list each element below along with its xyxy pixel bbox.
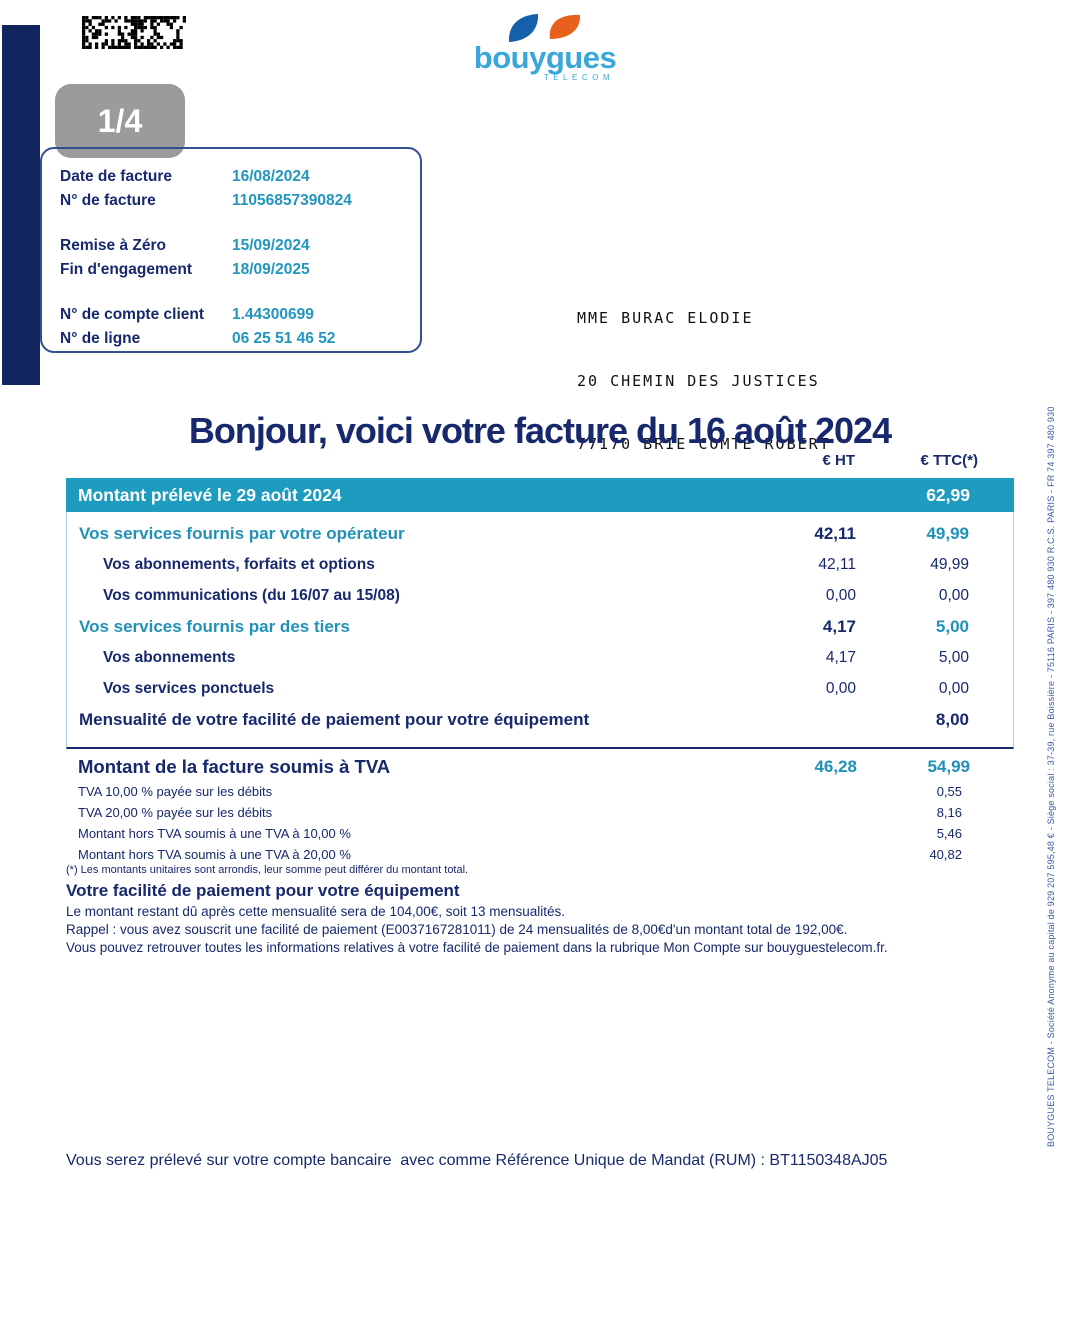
info-label: Date de facture — [60, 168, 172, 185]
tva-detail-value: 0,55 — [936, 784, 962, 799]
info-value: 15/09/2024 — [232, 237, 310, 254]
datamatrix-barcode — [82, 16, 186, 49]
row-ht: 4,17 — [825, 648, 856, 666]
info-row-date-facture: Date de facture 16/08/2024 — [60, 165, 420, 189]
tva-detail-label: TVA 20,00 % payée sur les débits — [78, 805, 273, 820]
facility-line: Le montant restant dû après cette mensua… — [66, 904, 566, 919]
row-label: Mensualité de votre facilité de paiement… — [79, 709, 590, 729]
tva-summary-label: Montant de la facture soumis à TVA — [78, 756, 391, 777]
row-label: Vos abonnements, forfaits et options — [103, 555, 375, 573]
info-label: N° de ligne — [60, 330, 141, 347]
left-accent-bar — [2, 25, 40, 385]
info-label: Fin d'engagement — [60, 261, 192, 278]
mandate-reference-line: Vous serez prélevé sur votre compte banc… — [66, 1152, 888, 1169]
facility-line: Vous pouvez retrouver toutes les informa… — [66, 940, 888, 955]
table-row: Vos communications (du 16/07 au 15/08) 0… — [67, 580, 1013, 611]
row-ht: 42,11 — [818, 555, 856, 573]
table-row: Vos services fournis par votre opérateur… — [67, 518, 1013, 549]
tva-detail-value: 8,16 — [936, 805, 962, 820]
row-ttc: 8,00 — [935, 709, 969, 729]
info-value: 16/08/2024 — [232, 168, 310, 185]
info-label: Remise à Zéro — [60, 237, 166, 254]
recipient-city: 77170 BRIE COMTE ROBERT — [577, 435, 831, 453]
petal-blue-icon — [508, 14, 539, 42]
tva-detail-row: Montant hors TVA soumis à une TVA à 10,0… — [66, 823, 1014, 844]
row-ttc: 0,00 — [938, 679, 969, 697]
table-row: Vos services fournis par des tiers 4,17 … — [67, 611, 1013, 642]
bouygues-logo: bouygues TELECOM — [470, 10, 620, 82]
tva-detail-row: TVA 20,00 % payée sur les débits 8,16 — [66, 802, 1014, 823]
info-row-num-ligne: N° de ligne 06 25 51 46 52 — [60, 327, 420, 351]
row-ht: 0,00 — [825, 586, 856, 604]
logo-wordmark: bouygues — [473, 40, 617, 75]
info-value: 11056857390824 — [232, 192, 352, 209]
table-row: Vos abonnements, forfaits et options 42,… — [67, 549, 1013, 580]
tva-summary-ht: 46,28 — [814, 757, 857, 776]
legal-vertical-text: BOUYGUES TELECOM - Société Anonyme au ca… — [1046, 406, 1056, 1147]
row-ttc: 49,99 — [926, 523, 969, 543]
tva-detail-label: Montant hors TVA soumis à une TVA à 20,0… — [78, 847, 351, 862]
invoice-lines-table: Vos services fournis par votre opérateur… — [66, 512, 1014, 749]
recipient-name: MME BURAC ELODIE — [577, 309, 754, 327]
tva-summary-row: Montant de la facture soumis à TVA 46,28… — [66, 752, 1014, 782]
table-row: Mensualité de votre facilité de paiement… — [67, 704, 1013, 735]
row-ht: 42,11 — [814, 523, 856, 543]
total-bar-label: Montant prélevé le 29 août 2024 — [78, 484, 342, 505]
info-value: 1.44300699 — [232, 306, 314, 323]
tva-detail-row: Montant hors TVA soumis à une TVA à 20,0… — [66, 844, 1014, 865]
recipient-street: 20 CHEMIN DES JUSTICES — [577, 372, 820, 390]
tva-details: TVA 10,00 % payée sur les débits 0,55 TV… — [66, 781, 1014, 865]
facility-paragraph: Le montant restant dû après cette mensua… — [66, 903, 888, 957]
row-ht: 0,00 — [825, 679, 856, 697]
logo-telecom-label: TELECOM — [543, 73, 614, 82]
tva-summary-ttc: 54,99 — [927, 757, 970, 776]
logo-petals-icon — [470, 10, 620, 44]
recipient-address: MME BURAC ELODIE 20 CHEMIN DES JUSTICES … — [577, 266, 831, 497]
row-label: Vos services fournis par votre opérateur — [79, 523, 405, 543]
row-ttc: 5,00 — [938, 648, 969, 666]
info-row-fin-engagement: Fin d'engagement 18/09/2025 — [60, 258, 420, 282]
col-header-ht: € HT — [822, 452, 855, 469]
total-bar-value: 62,99 — [926, 484, 970, 505]
page-indicator-badge: 1/4 — [55, 84, 185, 158]
facility-heading: Votre facilité de paiement pour votre éq… — [66, 881, 460, 900]
amount-column-headers: € HT € TTC(*) — [0, 452, 1080, 472]
petal-orange-icon — [549, 14, 581, 39]
page-indicator: 1/4 — [97, 102, 143, 139]
tva-detail-label: Montant hors TVA soumis à une TVA à 10,0… — [78, 826, 351, 841]
invoice-info-box: Date de facture 16/08/2024 N° de facture… — [40, 147, 422, 353]
info-row-num-facture: N° de facture 11056857390824 — [60, 189, 420, 213]
row-ht: 4,17 — [822, 616, 856, 636]
total-amount-bar: Montant prélevé le 29 août 2024 62,99 — [66, 478, 1014, 512]
row-ttc: 49,99 — [930, 555, 969, 573]
table-row: Vos services ponctuels 0,00 0,00 — [67, 673, 1013, 704]
row-label: Vos abonnements — [103, 648, 236, 666]
tva-detail-label: TVA 10,00 % payée sur les débits — [78, 784, 273, 799]
row-ttc: 5,00 — [935, 616, 969, 636]
rounding-footnote: (*) Les montants unitaires sont arrondis… — [66, 864, 469, 876]
row-label: Vos services ponctuels — [103, 679, 275, 697]
row-label: Vos communications (du 16/07 au 15/08) — [103, 586, 400, 604]
info-value: 18/09/2025 — [232, 261, 310, 278]
tva-detail-row: TVA 10,00 % payée sur les débits 0,55 — [66, 781, 1014, 802]
info-row-compte-client: N° de compte client 1.44300699 — [60, 303, 420, 327]
tva-detail-value: 5,46 — [936, 826, 962, 841]
row-ttc: 0,00 — [938, 586, 969, 604]
tva-detail-value: 40,82 — [929, 847, 962, 862]
col-header-ttc: € TTC(*) — [920, 452, 979, 469]
facility-line: Rappel : vous avez souscrit une facilité… — [66, 922, 848, 937]
table-row: Vos abonnements 4,17 5,00 — [67, 642, 1013, 673]
info-row-remise-zero: Remise à Zéro 15/09/2024 — [60, 234, 420, 258]
info-value: 06 25 51 46 52 — [232, 330, 336, 347]
info-label: N° de compte client — [60, 306, 205, 323]
info-label: N° de facture — [60, 192, 156, 209]
page-title: Bonjour, voici votre facture du 16 août … — [188, 410, 892, 451]
row-label: Vos services fournis par des tiers — [79, 616, 350, 636]
